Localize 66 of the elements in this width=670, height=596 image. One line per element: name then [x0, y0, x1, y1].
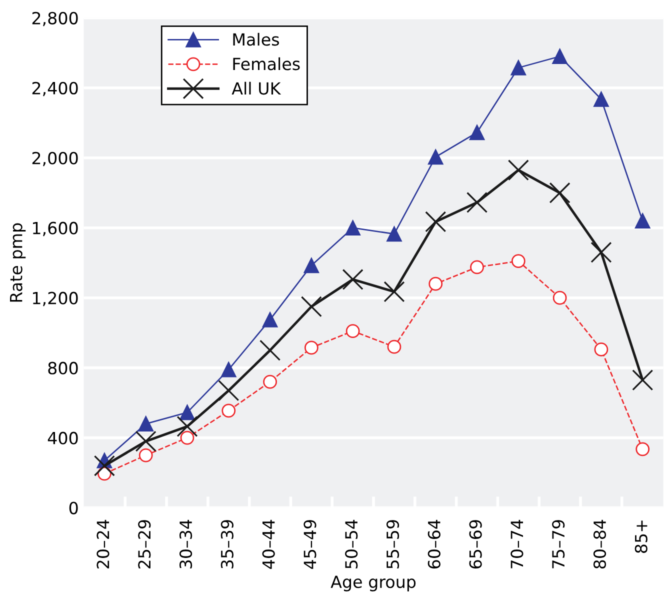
point — [304, 258, 320, 274]
point — [549, 182, 570, 204]
point — [218, 380, 240, 402]
point — [428, 276, 443, 291]
x-tick-label: 20–24 — [96, 520, 110, 568]
point — [634, 213, 650, 228]
point — [135, 430, 156, 452]
point — [345, 220, 360, 236]
point — [300, 296, 322, 318]
point — [221, 362, 236, 378]
x-tick-label: 50–54 — [345, 520, 358, 568]
y-tick-label: 0 — [69, 502, 78, 514]
y-tick-label: 2,800 — [32, 12, 78, 26]
point — [552, 48, 568, 64]
point — [262, 312, 278, 328]
point — [346, 324, 360, 338]
point — [180, 404, 195, 420]
point — [470, 260, 484, 274]
y-tick-label: 1,200 — [33, 292, 78, 306]
point — [469, 124, 485, 140]
legend-label: Females — [233, 57, 300, 70]
point — [594, 92, 609, 107]
x-tick-label: 35–39 — [220, 520, 234, 568]
point — [590, 242, 612, 263]
point — [138, 448, 153, 462]
x-tick-label: 80–84 — [593, 520, 606, 569]
point — [342, 268, 364, 290]
x-tick-label: 40–44 — [262, 520, 275, 569]
x-axis-title: Age group — [330, 576, 416, 592]
x-tick-label: 45–49 — [304, 520, 316, 569]
point — [428, 149, 444, 165]
point — [511, 254, 526, 268]
point — [304, 340, 318, 355]
point — [138, 416, 154, 432]
y-tick-label: 800 — [48, 362, 78, 374]
point — [636, 442, 650, 456]
x-tick-label: 25–29 — [138, 520, 151, 568]
point — [425, 211, 446, 232]
point — [222, 404, 236, 418]
point — [384, 281, 405, 302]
point — [387, 340, 402, 354]
x-tick-label: 85+ — [634, 520, 648, 553]
point — [180, 430, 194, 445]
point — [176, 416, 198, 437]
point — [94, 455, 116, 476]
point — [263, 374, 277, 389]
y-axis-title: Rate pmp — [10, 223, 26, 302]
point — [510, 60, 526, 76]
y-tick-label: 2,400 — [32, 82, 78, 96]
x-tick-label: 30–34 — [179, 520, 192, 568]
point — [632, 370, 654, 391]
legend-label: All UK — [232, 82, 282, 95]
point — [552, 290, 567, 305]
legend-label: Males — [233, 32, 279, 46]
y-tick-label: 2,000 — [32, 152, 78, 166]
point — [594, 342, 608, 356]
x-tick-label: 65–69 — [469, 520, 482, 568]
y-tick-label: 1,600 — [33, 222, 78, 236]
x-tick-label: 75–79 — [552, 520, 565, 568]
point — [508, 160, 529, 181]
x-tick-label: 70–74 — [510, 520, 524, 568]
point — [466, 192, 488, 214]
x-tick-label: 55–59 — [386, 520, 400, 568]
y-tick-label: 400 — [48, 432, 78, 444]
x-tick-label: 60–64 — [428, 520, 440, 568]
point — [386, 226, 402, 242]
